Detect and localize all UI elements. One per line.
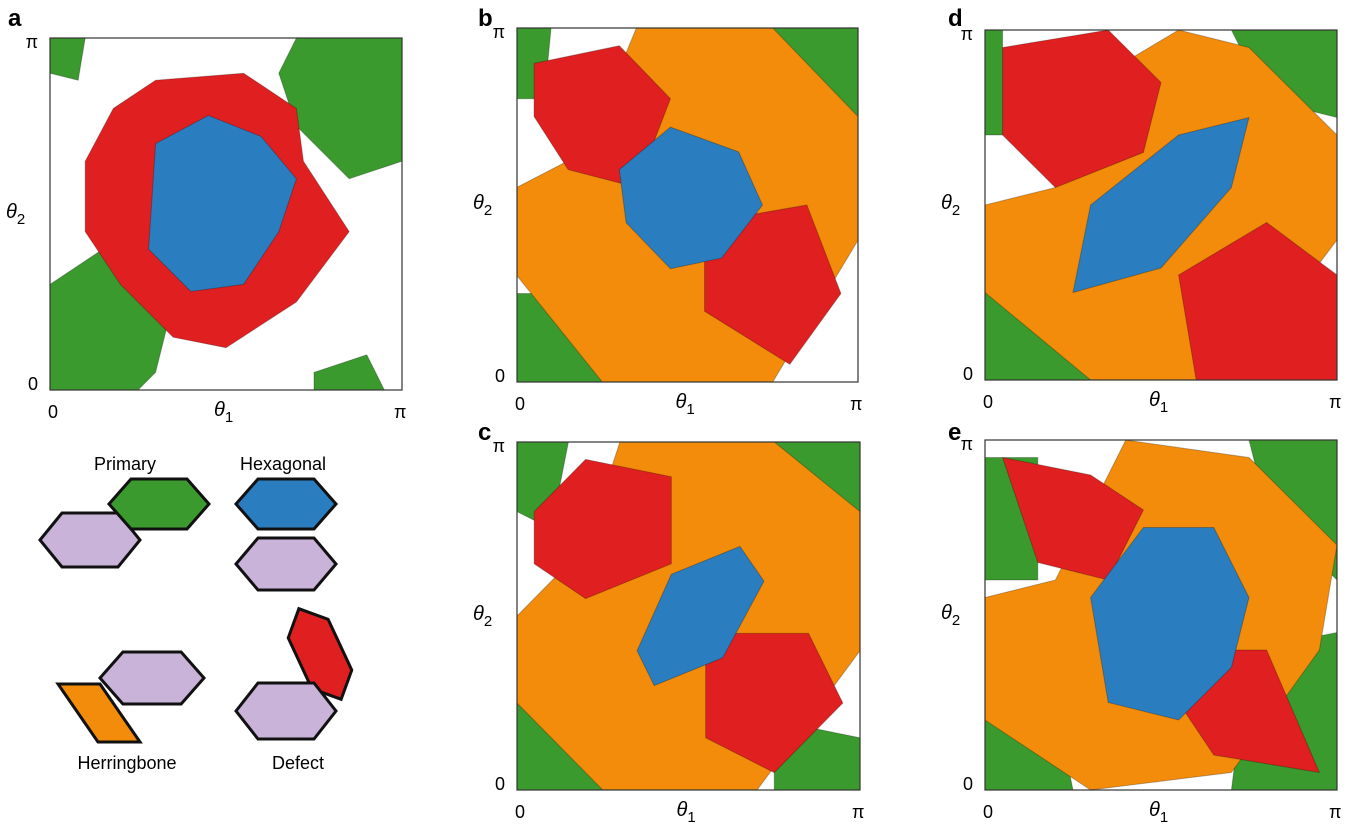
y-axis-title: θ2 (941, 602, 960, 629)
symbol: θ (677, 799, 688, 821)
symbol: θ (214, 399, 225, 421)
y-tick-label: 0 (963, 364, 973, 384)
subscript: 2 (952, 612, 960, 629)
shape (236, 479, 336, 529)
y-axis-title: θ2 (941, 192, 960, 219)
symbol: θ (6, 201, 17, 223)
x-tick-label: 0 (983, 802, 993, 822)
panel-label: a (8, 5, 22, 32)
y-tick-label: π (26, 32, 38, 52)
y-tick-label: π (493, 22, 505, 42)
y-tick-label: π (961, 434, 973, 454)
y-tick-label: 0 (495, 774, 505, 794)
symbol: θ (473, 603, 484, 625)
domain (985, 30, 1003, 135)
shape (109, 479, 209, 529)
symbol: θ (1149, 799, 1160, 821)
subscript: 1 (225, 409, 233, 426)
panel-label: b (478, 5, 493, 32)
y-tick-label: π (493, 436, 505, 456)
subscript: 2 (17, 211, 25, 228)
y-axis-title: θ2 (6, 201, 25, 228)
x-tick-label: 0 (515, 394, 525, 414)
subscript: 2 (484, 613, 492, 630)
legend-label: Primary (94, 454, 156, 474)
figure: aπ00πθ1θ2bπ00πθ1θ2cπ00πθ1θ2dπ00πθ1θ2eπ00… (0, 0, 1348, 831)
x-axis-title: θ1 (1149, 799, 1168, 826)
x-tick-label: π (1329, 392, 1341, 412)
y-tick-label: π (961, 24, 973, 44)
x-tick-label: π (852, 802, 864, 822)
x-axis-title: θ1 (677, 799, 696, 826)
x-tick-label: 0 (48, 402, 58, 422)
y-tick-label: 0 (28, 374, 38, 394)
domain (50, 38, 85, 80)
legend-label: Hexagonal (240, 454, 326, 474)
subscript: 2 (484, 202, 492, 219)
x-tick-label: 0 (983, 392, 993, 412)
y-axis-title: θ2 (473, 192, 492, 219)
subscript: 2 (952, 202, 960, 219)
x-axis-title: θ1 (214, 399, 233, 426)
y-tick-label: 0 (963, 774, 973, 794)
x-tick-label: π (394, 402, 406, 422)
subscript: 1 (1160, 399, 1168, 416)
subscript: 1 (1160, 809, 1168, 826)
subscript: 1 (686, 401, 694, 418)
panel-label: c (478, 419, 491, 446)
symbol: θ (473, 192, 484, 214)
x-axis-title: θ1 (1149, 389, 1168, 416)
symbol: θ (676, 391, 687, 413)
legend-label: Defect (272, 753, 324, 773)
shape (236, 538, 336, 590)
symbol: θ (941, 602, 952, 624)
symbol: θ (1149, 389, 1160, 411)
y-axis-title: θ2 (473, 603, 492, 630)
shape (236, 683, 336, 739)
subscript: 1 (687, 809, 695, 826)
shape (100, 652, 204, 704)
panel-label: e (948, 419, 961, 446)
x-axis-title: θ1 (676, 391, 695, 418)
x-tick-label: 0 (515, 802, 525, 822)
x-tick-label: π (1329, 802, 1341, 822)
symbol: θ (941, 192, 952, 214)
y-tick-label: 0 (495, 366, 505, 386)
domain (314, 355, 384, 390)
legend-label: Herringbone (77, 753, 176, 773)
x-tick-label: π (850, 394, 862, 414)
